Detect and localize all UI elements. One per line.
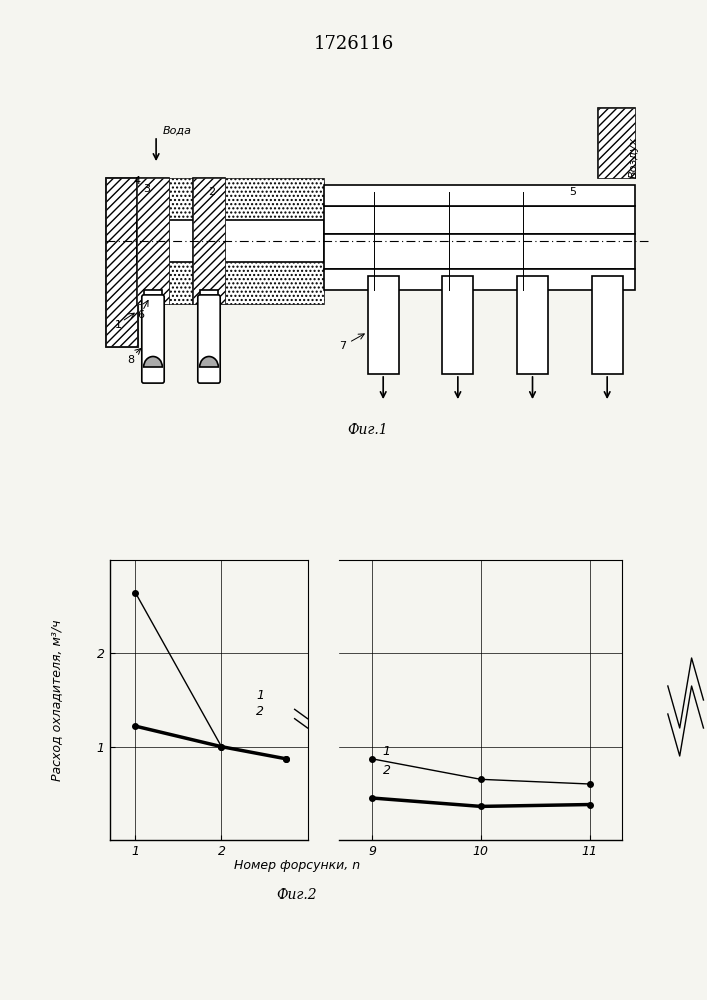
Text: Воздух: Воздух	[629, 136, 639, 178]
Bar	[137, 220, 324, 262]
Text: 1: 1	[256, 689, 264, 702]
Bar	[517, 276, 548, 374]
Text: 1: 1	[115, 320, 122, 330]
Bar	[324, 269, 635, 290]
Bar	[106, 178, 137, 346]
Bar	[324, 185, 635, 206]
Bar	[194, 178, 225, 304]
Bar	[194, 178, 225, 304]
Bar	[199, 290, 218, 374]
Text: 3: 3	[144, 184, 151, 194]
Text: 2: 2	[209, 187, 216, 197]
FancyBboxPatch shape	[142, 295, 164, 383]
Bar	[443, 276, 474, 374]
Bar	[324, 234, 635, 269]
Wedge shape	[199, 357, 218, 367]
FancyBboxPatch shape	[198, 295, 220, 383]
Bar	[137, 178, 168, 304]
Wedge shape	[144, 357, 163, 367]
Text: 5: 5	[569, 187, 576, 197]
Text: 8: 8	[128, 355, 135, 365]
Text: Расход охладителя, м³/ч: Расход охладителя, м³/ч	[50, 619, 63, 781]
Text: 6: 6	[137, 310, 144, 320]
Bar	[137, 178, 168, 304]
Bar	[368, 276, 399, 374]
Bar	[592, 276, 623, 374]
Text: Фиг.2: Фиг.2	[276, 888, 317, 902]
Bar	[144, 290, 163, 374]
Text: 2: 2	[256, 705, 264, 718]
Text: Номер форсунки, n: Номер форсунки, n	[234, 858, 360, 871]
Bar	[324, 206, 635, 234]
Text: 1: 1	[383, 745, 391, 758]
Bar	[137, 262, 324, 304]
Text: 7: 7	[339, 341, 346, 351]
Text: Вода: Вода	[163, 126, 192, 136]
Bar	[598, 108, 635, 178]
Text: Фиг.1: Фиг.1	[347, 423, 388, 437]
Bar	[598, 108, 635, 178]
Text: 2: 2	[383, 764, 391, 776]
Bar	[137, 178, 324, 220]
Text: 1726116: 1726116	[313, 35, 394, 53]
Bar	[106, 178, 137, 346]
Text: 4: 4	[134, 176, 141, 186]
